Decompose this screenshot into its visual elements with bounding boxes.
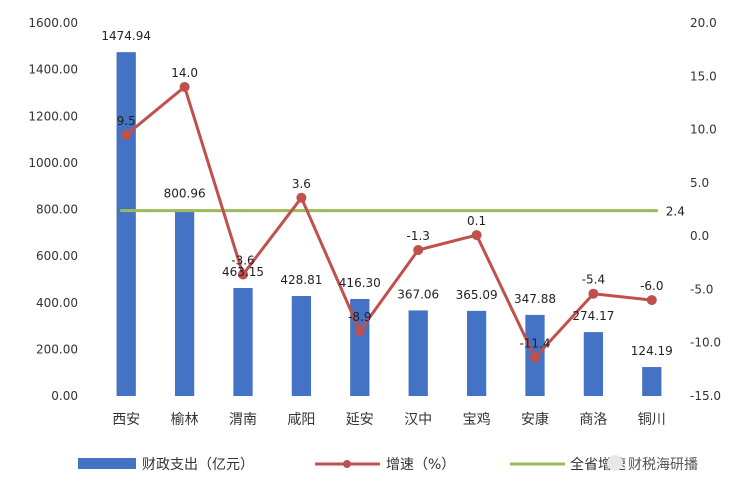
growth-value-label: 14.0: [171, 66, 198, 80]
y-right-tick-label: 0.0: [690, 229, 709, 243]
growth-point-2: [179, 81, 190, 92]
y-right-tick-label: 10.0: [690, 123, 717, 137]
bar-3: [233, 288, 253, 396]
legend-swatch-growth-marker: [343, 460, 351, 468]
bar-value-label: 416.30: [339, 276, 381, 290]
growth-value-label: -5.4: [582, 273, 605, 287]
y-left-tick-label: 600.00: [36, 249, 78, 263]
y-left-tick-label: 1400.00: [28, 63, 78, 77]
growth-point-8: [530, 352, 540, 363]
x-tick-label: 汉中: [404, 412, 432, 428]
bar-value-label: 463.15: [222, 265, 264, 279]
watermark: 财税海研播: [607, 455, 698, 473]
bar-value-label: 124.19: [631, 344, 673, 358]
bar-10: [642, 367, 662, 396]
watermark-text: 财税海研播: [628, 457, 698, 473]
bar-1: [116, 52, 136, 397]
legend-swatch-expenditure: [78, 458, 136, 469]
growth-line: [125, 85, 652, 360]
y-right-tick-label: -5.0: [690, 282, 713, 296]
bar-value-label: 367.06: [397, 287, 439, 301]
y-left-tick-label: 400.00: [36, 296, 78, 310]
x-tick-label: 宝鸡: [463, 411, 491, 428]
y-right-tick-label: -10.0: [690, 336, 721, 350]
chart-legend: 财政支出（亿元） 增速（%） 全省增速 财税海研播: [78, 455, 698, 473]
province-growth-label: 2.4: [666, 205, 685, 219]
growth-point-3: [238, 269, 248, 280]
growth-value-label: -6.0: [640, 279, 663, 293]
bar-6: [408, 310, 428, 396]
y-right-tick-label: 5.0: [690, 176, 709, 190]
bar-9: [583, 332, 604, 396]
bar-4: [291, 296, 312, 396]
growth-value-label: -8.9: [348, 310, 371, 324]
x-tick-label: 安康: [521, 411, 549, 428]
y-left-tick-label: 200.00: [36, 342, 78, 356]
bar-2: [174, 209, 195, 396]
y-right-tick-label: 20.0: [690, 16, 717, 30]
y-left-tick-label: 800.00: [36, 203, 78, 217]
x-tick-label: 商洛: [579, 412, 607, 428]
bar-value-label: 347.88: [514, 292, 556, 306]
growth-value-label: -1.3: [406, 229, 429, 243]
x-tick-label: 咸阳: [287, 412, 315, 428]
legend-label-growth: 增速（%）: [386, 457, 455, 473]
y-left-tick-label: 1200.00: [28, 109, 78, 123]
x-tick-label: 榆林: [171, 412, 199, 428]
growth-point-1: [121, 129, 132, 140]
plot-area: 0.00 200.00 400.00 600.00 800.00 1000.00 1200.…: [28, 16, 721, 428]
growth-point-9: [588, 288, 599, 299]
bar-value-label: 365.09: [456, 288, 498, 302]
y-left-tick-label: 1600.00: [28, 16, 78, 30]
x-tick-label: 西安: [112, 412, 140, 428]
bar-value-label: 274.17: [572, 309, 614, 323]
growth-point-5: [354, 325, 365, 336]
growth-value-label: -3.6: [231, 254, 254, 268]
bar-value-label: 428.81: [280, 273, 322, 287]
growth-point-4: [296, 192, 307, 203]
y-right-tick-label: -15.0: [690, 389, 721, 403]
legend-label-expenditure: 财政支出（亿元）: [142, 457, 254, 473]
growth-point-7: [471, 230, 482, 241]
wechat-icon: [607, 455, 623, 471]
bar-7: [466, 310, 487, 396]
y-left-tick-label: 1000.00: [28, 156, 78, 170]
growth-value-label: 3.6: [292, 177, 311, 191]
growth-value-label: 0.1: [467, 214, 486, 228]
growth-point-6: [413, 244, 424, 255]
growth-value-label: 9.5: [117, 114, 136, 128]
bar-value-label: 1474.94: [101, 29, 151, 43]
x-tick-label: 铜川: [638, 412, 666, 428]
x-tick-label: 渭南: [229, 412, 257, 428]
growth-value-label: -11.4: [519, 337, 550, 351]
x-tick-label: 延安: [346, 412, 374, 428]
bar-value-label: 800.96: [164, 186, 206, 200]
y-right-tick-label: 15.0: [690, 69, 717, 83]
y-left-tick-label: 0.00: [51, 389, 78, 403]
growth-point-10: [646, 295, 657, 306]
